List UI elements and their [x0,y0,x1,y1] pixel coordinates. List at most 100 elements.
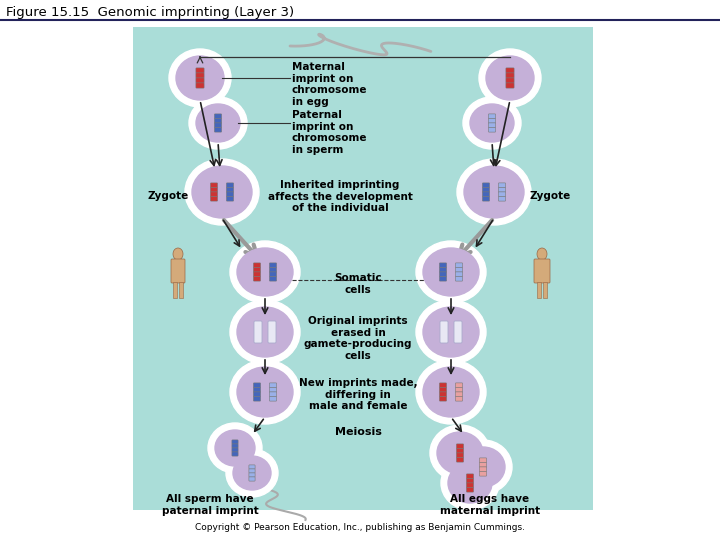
FancyBboxPatch shape [253,396,261,401]
Ellipse shape [441,456,499,510]
Ellipse shape [169,49,231,107]
Text: All sperm have
paternal imprint: All sperm have paternal imprint [161,494,258,516]
FancyBboxPatch shape [498,183,505,187]
Ellipse shape [430,425,490,481]
FancyBboxPatch shape [488,118,495,123]
Ellipse shape [448,463,492,503]
FancyBboxPatch shape [455,387,462,392]
FancyBboxPatch shape [253,383,261,388]
FancyBboxPatch shape [269,263,276,268]
Ellipse shape [237,307,293,357]
Bar [173,282,177,298]
FancyBboxPatch shape [254,321,262,343]
FancyBboxPatch shape [210,183,217,187]
FancyBboxPatch shape [480,458,487,463]
Ellipse shape [461,447,505,487]
FancyBboxPatch shape [226,192,233,197]
FancyBboxPatch shape [249,473,255,477]
FancyBboxPatch shape [506,78,514,83]
FancyBboxPatch shape [269,272,276,276]
Bar [537,282,541,298]
FancyBboxPatch shape [196,83,204,88]
FancyBboxPatch shape [269,267,276,272]
FancyBboxPatch shape [226,197,233,201]
Ellipse shape [230,241,300,303]
FancyBboxPatch shape [439,383,446,388]
Bar [133,27,593,510]
Text: 👤: 👤 [168,247,192,289]
FancyBboxPatch shape [232,440,238,444]
FancyBboxPatch shape [480,467,487,471]
Text: Meiosis: Meiosis [335,427,382,437]
FancyBboxPatch shape [269,387,276,392]
Ellipse shape [416,241,486,303]
Ellipse shape [479,49,541,107]
FancyBboxPatch shape [456,448,464,453]
FancyBboxPatch shape [253,267,261,272]
Bar [179,282,183,298]
FancyBboxPatch shape [506,73,514,78]
Text: All eggs have
maternal imprint: All eggs have maternal imprint [440,494,540,516]
FancyBboxPatch shape [506,68,514,73]
FancyBboxPatch shape [440,321,448,343]
Bar [543,282,547,298]
FancyBboxPatch shape [498,197,505,201]
FancyBboxPatch shape [488,127,495,132]
FancyBboxPatch shape [456,457,464,462]
FancyBboxPatch shape [455,276,462,281]
FancyBboxPatch shape [482,197,490,201]
FancyBboxPatch shape [210,187,217,192]
Text: New imprints made,
differing in
male and female: New imprints made, differing in male and… [299,378,418,411]
FancyBboxPatch shape [455,383,462,388]
FancyBboxPatch shape [506,83,514,88]
FancyBboxPatch shape [534,259,550,283]
FancyBboxPatch shape [439,263,446,268]
Text: Somatic
cells: Somatic cells [334,273,382,295]
Text: Figure 15.15  Genomic imprinting (Layer 3): Figure 15.15 Genomic imprinting (Layer 3… [6,6,294,19]
Ellipse shape [237,248,293,296]
Ellipse shape [173,248,183,260]
FancyBboxPatch shape [253,272,261,276]
FancyBboxPatch shape [196,73,204,78]
Ellipse shape [423,367,479,417]
FancyBboxPatch shape [196,68,204,73]
Ellipse shape [230,300,300,364]
FancyBboxPatch shape [455,396,462,401]
FancyBboxPatch shape [269,396,276,401]
Text: Original imprints
erased in
gamete-producing
cells: Original imprints erased in gamete-produ… [304,316,413,361]
Ellipse shape [454,440,512,494]
FancyBboxPatch shape [232,452,238,456]
Text: Paternal
imprint on
chromosome
in sperm: Paternal imprint on chromosome in sperm [292,110,367,155]
FancyBboxPatch shape [253,276,261,281]
FancyBboxPatch shape [467,474,474,478]
FancyBboxPatch shape [498,192,505,197]
FancyBboxPatch shape [215,123,222,127]
FancyBboxPatch shape [455,272,462,276]
FancyBboxPatch shape [488,123,495,127]
Text: Zygote: Zygote [529,191,571,201]
FancyBboxPatch shape [439,392,446,396]
FancyBboxPatch shape [226,183,233,187]
FancyBboxPatch shape [232,448,238,452]
FancyBboxPatch shape [249,465,255,469]
FancyBboxPatch shape [171,259,185,283]
FancyBboxPatch shape [488,114,495,119]
Text: Zygote: Zygote [148,191,189,201]
Text: Maternal
imprint on
chromosome
in egg: Maternal imprint on chromosome in egg [292,62,367,107]
FancyBboxPatch shape [439,267,446,272]
FancyBboxPatch shape [498,187,505,192]
Ellipse shape [208,423,262,473]
FancyBboxPatch shape [253,263,261,268]
Ellipse shape [457,159,531,225]
FancyBboxPatch shape [232,444,238,448]
FancyBboxPatch shape [210,197,217,201]
FancyBboxPatch shape [482,192,490,197]
FancyBboxPatch shape [249,469,255,473]
Ellipse shape [226,449,278,497]
Ellipse shape [463,97,521,149]
FancyBboxPatch shape [269,392,276,396]
FancyBboxPatch shape [249,477,255,481]
FancyBboxPatch shape [482,183,490,187]
FancyBboxPatch shape [456,453,464,457]
FancyBboxPatch shape [210,192,217,197]
